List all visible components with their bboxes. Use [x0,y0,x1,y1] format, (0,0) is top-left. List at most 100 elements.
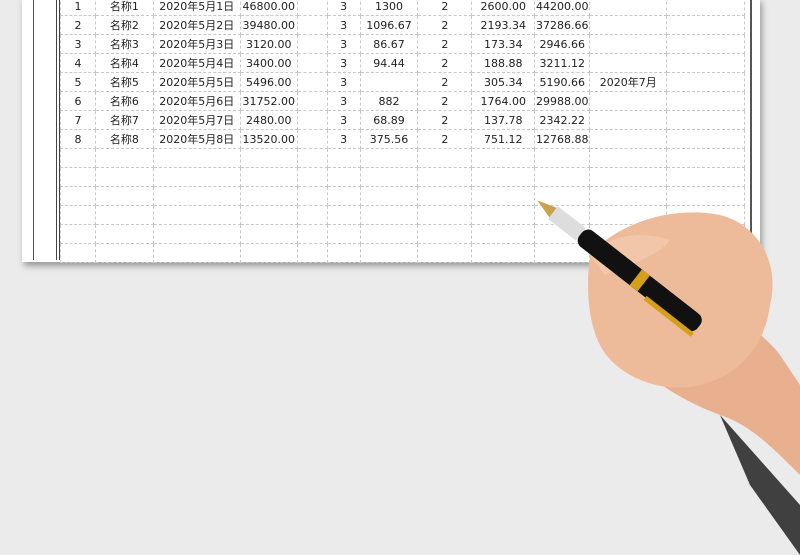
table-cell[interactable] [60,167,96,187]
table-cell[interactable]: 2 [417,110,473,130]
table-cell[interactable] [666,53,745,73]
table-cell[interactable]: 5190.66 [534,72,591,92]
table-cell[interactable]: 名称6 [94,91,154,111]
table-cell[interactable] [471,167,536,187]
table-cell[interactable]: 44200.00 [534,0,591,16]
table-cell[interactable]: 2020年7月 [589,72,668,92]
table-cell[interactable] [666,110,745,130]
table-cell[interactable]: 3 [326,91,361,111]
table-cell[interactable] [359,205,419,225]
table-cell[interactable] [359,224,419,244]
table-cell[interactable] [589,34,668,54]
table-cell[interactable]: 375.56 [359,129,419,149]
table-cell[interactable] [94,186,154,206]
table-cell[interactable]: 68.89 [359,110,419,130]
table-cell[interactable]: 2193.34 [471,15,536,35]
table-cell[interactable]: 3 [326,53,361,73]
table-cell[interactable] [296,129,328,149]
table-cell[interactable]: 3 [60,34,96,54]
table-cell[interactable] [326,167,361,187]
table-cell[interactable]: 1300 [359,0,419,16]
table-cell[interactable] [417,205,473,225]
table-cell[interactable] [296,224,328,244]
table-cell[interactable] [296,91,328,111]
table-cell[interactable]: 2 [417,91,473,111]
table-cell[interactable]: 3 [326,15,361,35]
table-cell[interactable]: 6 [60,91,96,111]
table-cell[interactable] [417,148,473,168]
table-cell[interactable] [296,148,328,168]
table-cell[interactable]: 2 [417,15,473,35]
table-cell[interactable]: 2020年5月3日 [152,34,241,54]
table-cell[interactable]: 名称4 [94,53,154,73]
table-cell[interactable] [239,205,298,225]
table-cell[interactable]: 31752.00 [239,91,298,111]
table-cell[interactable]: 39480.00 [239,15,298,35]
table-cell[interactable]: 名称2 [94,15,154,35]
table-cell[interactable]: 3 [326,0,361,16]
table-cell[interactable]: 86.67 [359,34,419,54]
table-cell[interactable]: 882 [359,91,419,111]
table-cell[interactable] [589,0,668,16]
table-cell[interactable] [471,148,536,168]
table-cell[interactable] [60,224,96,244]
table-cell[interactable]: 751.12 [471,129,536,149]
table-cell[interactable] [94,167,154,187]
table-cell[interactable]: 2342.22 [534,110,591,130]
table-cell[interactable]: 1764.00 [471,91,536,111]
table-cell[interactable] [296,0,328,16]
table-cell[interactable] [296,205,328,225]
table-cell[interactable] [666,0,745,16]
table-cell[interactable] [589,91,668,111]
table-cell[interactable] [60,205,96,225]
table-cell[interactable]: 94.44 [359,53,419,73]
table-cell[interactable] [666,15,745,35]
table-cell[interactable] [94,148,154,168]
table-cell[interactable] [359,243,419,263]
table-cell[interactable]: 2 [60,15,96,35]
table-cell[interactable] [296,34,328,54]
table-cell[interactable]: 173.34 [471,34,536,54]
table-cell[interactable] [589,15,668,35]
table-cell[interactable] [296,53,328,73]
table-cell[interactable] [589,129,668,149]
table-cell[interactable]: 名称7 [94,110,154,130]
table-cell[interactable] [666,167,745,187]
table-cell[interactable] [417,224,473,244]
table-cell[interactable] [326,243,361,263]
table-cell[interactable]: 2020年5月6日 [152,91,241,111]
table-cell[interactable] [239,186,298,206]
table-cell[interactable]: 29988.00 [534,91,591,111]
table-cell[interactable] [589,53,668,73]
table-cell[interactable]: 4 [60,53,96,73]
table-cell[interactable]: 3 [326,129,361,149]
table-cell[interactable] [589,167,668,187]
table-cell[interactable]: 2020年5月1日 [152,0,241,16]
table-cell[interactable]: 2020年5月8日 [152,129,241,149]
table-cell[interactable]: 1 [60,0,96,16]
table-cell[interactable]: 137.78 [471,110,536,130]
table-cell[interactable] [417,243,473,263]
table-cell[interactable]: 3400.00 [239,53,298,73]
table-cell[interactable] [417,167,473,187]
table-cell[interactable]: 2 [417,53,473,73]
table-cell[interactable]: 2 [417,34,473,54]
table-cell[interactable]: 2946.66 [534,34,591,54]
table-cell[interactable]: 2020年5月5日 [152,72,241,92]
table-cell[interactable]: 3 [326,34,361,54]
table-cell[interactable] [534,148,591,168]
table-cell[interactable] [359,72,419,92]
table-cell[interactable] [534,167,591,187]
table-cell[interactable] [359,186,419,206]
table-cell[interactable]: 8 [60,129,96,149]
table-cell[interactable]: 2020年5月2日 [152,15,241,35]
table-cell[interactable] [296,186,328,206]
table-cell[interactable] [326,186,361,206]
table-cell[interactable] [326,224,361,244]
table-cell[interactable] [666,34,745,54]
table-cell[interactable]: 5496.00 [239,72,298,92]
table-cell[interactable]: 2 [417,0,473,16]
table-cell[interactable] [60,186,96,206]
table-cell[interactable] [239,243,298,263]
table-cell[interactable]: 2020年5月4日 [152,53,241,73]
